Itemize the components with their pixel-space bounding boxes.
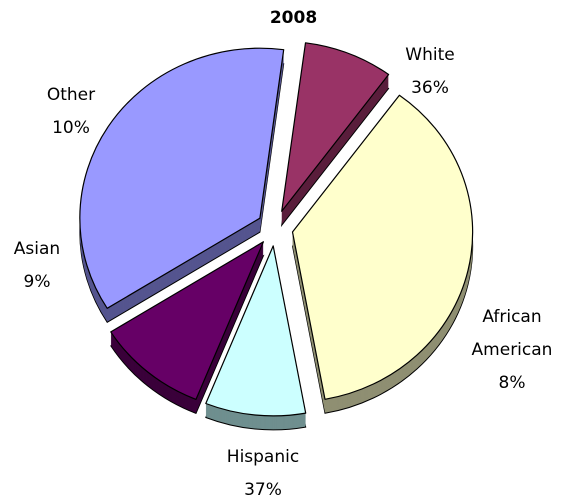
slice-asian — [205, 245, 307, 417]
slice-white — [79, 47, 285, 309]
data-label-african-american: African American 8% — [472, 307, 553, 393]
slice-other — [110, 241, 264, 400]
data-label-asian: Asian 9% — [14, 239, 60, 292]
slice-labels-layer: White 36% African American 8% Hispanic 37% Asia… — [14, 45, 553, 500]
data-label-asian-line-1: Asian — [14, 239, 60, 259]
data-label-other: Other 10% — [47, 85, 95, 138]
data-label-hispanic: Hispanic 37% — [227, 447, 299, 500]
data-label-african-american-line-1: African — [482, 307, 541, 327]
data-label-white-line-2: 36% — [411, 78, 449, 98]
data-label-african-american-line-3: 8% — [499, 373, 526, 393]
data-label-asian-line-2: 9% — [24, 272, 51, 292]
data-label-white: White 36% — [405, 45, 454, 98]
data-label-white-line-1: White — [405, 45, 454, 65]
slice-african-american — [281, 42, 390, 212]
slice-tops-layer — [79, 42, 474, 417]
data-label-african-american-line-2: American — [472, 340, 553, 360]
data-label-hispanic-line-2: 37% — [244, 480, 282, 500]
data-label-other-line-2: 10% — [52, 118, 90, 138]
data-label-hispanic-line-1: Hispanic — [227, 447, 299, 467]
chart-title: 2008 — [269, 8, 318, 28]
data-label-other-line-1: Other — [47, 85, 95, 105]
slice-hispanic — [291, 94, 474, 400]
